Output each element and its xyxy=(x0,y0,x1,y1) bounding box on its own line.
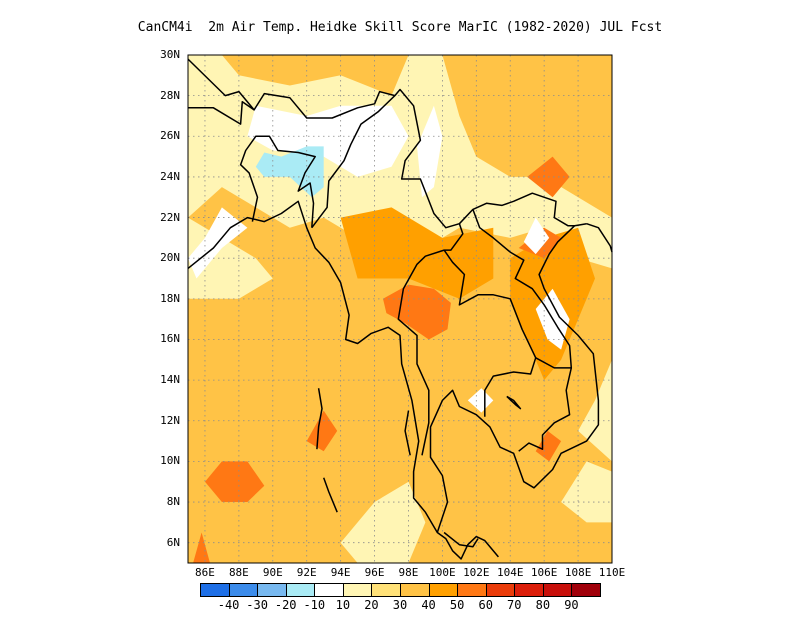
map-frame xyxy=(187,54,613,564)
colorbar-swatch xyxy=(228,583,259,597)
andaman-islands xyxy=(316,388,323,450)
lat-tick-label: 24N xyxy=(160,169,180,183)
plot-title: CanCM4i 2m Air Temp. Heidke Skill Score … xyxy=(137,20,663,35)
colorbar-label: 10 xyxy=(335,598,351,612)
lon-tick-label: 100E xyxy=(429,566,456,579)
fill-white-mid xyxy=(417,105,443,198)
lat-tick-label: 14N xyxy=(160,373,180,387)
colorbar-swatch xyxy=(428,583,459,597)
colorbar-swatch xyxy=(485,583,516,597)
skill-score-fills xyxy=(188,55,612,563)
fill-mekong-hotspot xyxy=(535,430,562,462)
lon-tick-label: 102E xyxy=(463,566,490,579)
colorbar-label: 80 xyxy=(535,598,551,612)
lat-tick-label: 20N xyxy=(160,251,180,265)
border-myanmar-east xyxy=(311,88,464,456)
lon-tick-label: 104E xyxy=(496,566,524,579)
colorbar-label: 20 xyxy=(364,598,379,612)
border-bangladesh xyxy=(239,135,316,228)
lat-tick-label: 6N xyxy=(166,535,180,549)
border-laos-east xyxy=(472,209,573,452)
colorbar-label: -10 xyxy=(303,598,326,612)
fill-white-laos xyxy=(523,217,550,255)
coastline-borders xyxy=(187,58,613,560)
lon-tick-label: 90E xyxy=(262,566,283,579)
colorbar-label: 90 xyxy=(564,598,579,612)
fill-north-orange-a xyxy=(188,187,612,563)
colorbar-swatch xyxy=(342,583,373,597)
colorbar-label: 60 xyxy=(478,598,493,612)
fill-central-orange xyxy=(340,207,494,299)
lon-tick-label: 98E xyxy=(398,566,419,579)
colorbar-label: 30 xyxy=(392,598,408,612)
fill-top-orange xyxy=(221,55,409,96)
colorbar-swatch xyxy=(542,583,573,597)
border-cambodia xyxy=(535,357,572,369)
fill-andaman-hotspot xyxy=(306,410,338,452)
lat-tick-label: 16N xyxy=(160,332,180,346)
graticule-grid xyxy=(188,55,612,563)
lon-tick-label: 96E xyxy=(364,566,385,579)
lon-tick-label: 88E xyxy=(228,566,249,579)
colorbar-swatch xyxy=(314,583,344,597)
coastline-south-china xyxy=(586,222,613,253)
mergui-islands xyxy=(404,410,411,456)
lon-tick-label: 86E xyxy=(195,566,215,579)
border-india-north xyxy=(188,90,396,125)
fill-white-thai xyxy=(467,388,494,413)
lon-tick-label: 94E xyxy=(330,566,351,579)
border-thailand-laos xyxy=(443,249,537,417)
colorbar-label: 70 xyxy=(507,598,522,612)
border-laos-vietnam xyxy=(458,192,575,227)
fill-sw-hotspot xyxy=(205,461,265,502)
colorbar xyxy=(200,583,601,597)
colorbar-swatch xyxy=(514,583,544,597)
lat-tick-label: 26N xyxy=(160,129,180,143)
lat-tick-label: 28N xyxy=(160,88,180,102)
lat-tick-label: 8N xyxy=(166,495,180,509)
lat-tick-label: 10N xyxy=(160,454,180,468)
lon-tick-label: 110E xyxy=(598,566,626,579)
colorbar-swatch xyxy=(457,583,487,597)
lat-tick-label: 22N xyxy=(160,210,180,224)
lake-tonle-sap xyxy=(506,395,522,410)
colorbar-swatch xyxy=(285,583,316,597)
fill-light-yellow-se xyxy=(561,461,612,523)
fill-myanmar-hotspot xyxy=(383,284,451,340)
lon-tick-label: 106E xyxy=(530,566,558,579)
fill-south-hotspot xyxy=(193,532,210,563)
coastline-main xyxy=(187,200,499,560)
colorbar-label: -20 xyxy=(274,598,297,612)
lon-tick-label: 92E xyxy=(296,566,317,579)
border-malaysia xyxy=(443,531,479,548)
colorbar-label: 40 xyxy=(421,598,436,612)
colorbar-swatch xyxy=(257,583,287,597)
colorbar-label: 50 xyxy=(449,598,465,612)
colorbar-swatch xyxy=(371,583,401,597)
colorbar-label: -30 xyxy=(246,598,268,612)
lat-tick-label: 18N xyxy=(160,291,180,305)
fill-white-north xyxy=(247,105,409,177)
coastline-gulf-thailand xyxy=(429,222,600,533)
colorbar-label: -40 xyxy=(217,598,240,612)
border-nepal-bhutan xyxy=(187,58,255,111)
colorbar-swatch xyxy=(400,583,430,597)
colorbar-swatch xyxy=(571,583,601,597)
lat-tick-label: 12N xyxy=(160,413,180,427)
nicobar-islands xyxy=(322,477,338,513)
colorbar-swatch xyxy=(200,583,230,597)
lon-tick-label: 108E xyxy=(564,566,592,579)
fill-east-orange xyxy=(442,55,612,218)
lat-tick-label: 30N xyxy=(160,48,180,61)
